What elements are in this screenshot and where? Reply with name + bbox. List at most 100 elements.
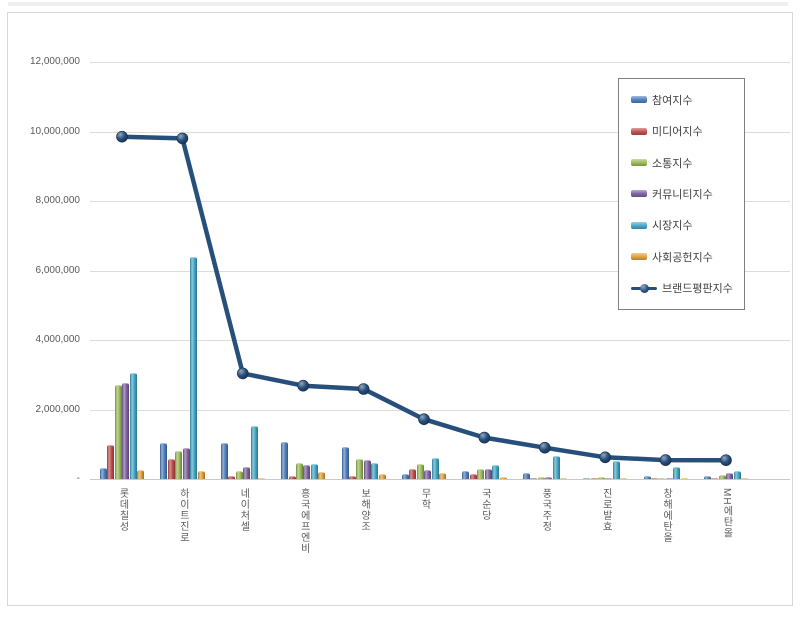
legend-swatch-bar xyxy=(631,190,647,198)
bar-5 xyxy=(612,460,620,479)
legend-item: 브랜드평판지수 xyxy=(631,280,744,296)
bar-1 xyxy=(462,471,470,479)
y-axis-tick-label: 6,000,000 xyxy=(35,264,81,276)
legend-label: 참여지수 xyxy=(652,94,693,107)
bar-2 xyxy=(409,468,417,479)
bar-2 xyxy=(107,444,115,479)
bar-4 xyxy=(545,476,552,479)
bar-1 xyxy=(281,442,289,479)
bar-1 xyxy=(522,472,530,479)
legend-label: 미디어지수 xyxy=(652,126,703,139)
bar-5 xyxy=(492,464,500,479)
bar-1 xyxy=(703,476,711,479)
legend-swatch-bar xyxy=(631,127,647,135)
legend-label: 소통지수 xyxy=(652,157,693,170)
bar-4 xyxy=(122,383,130,479)
bar-4 xyxy=(726,473,734,479)
bar-6 xyxy=(257,478,265,479)
gridline xyxy=(90,62,790,63)
bar-6 xyxy=(680,478,688,480)
bar-4 xyxy=(605,477,613,479)
bar-5 xyxy=(371,462,379,479)
bar-5 xyxy=(673,467,681,479)
bar-4 xyxy=(303,464,311,479)
bar-2 xyxy=(288,476,296,479)
bar-6 xyxy=(499,477,507,479)
bar-4 xyxy=(424,470,432,479)
legend-item: 참여지수 xyxy=(631,92,744,108)
bar-2 xyxy=(469,474,477,479)
bar-4 xyxy=(363,459,371,479)
y-axis-tick-label: - xyxy=(76,473,80,484)
x-axis-line xyxy=(90,479,790,480)
bar-1 xyxy=(643,475,651,479)
bar-6 xyxy=(378,473,386,479)
x-axis-category-label: 창해에탄올 xyxy=(660,488,672,543)
bar-1 xyxy=(99,468,107,479)
bar-5 xyxy=(552,455,560,479)
x-axis-category-label: MH에탄올 xyxy=(721,488,732,539)
bar-1 xyxy=(341,446,349,479)
legend-swatch-bar xyxy=(631,221,647,229)
x-axis-category-label: 무학 xyxy=(419,488,430,510)
legend-marker-dot xyxy=(640,283,649,293)
bar-2 xyxy=(530,477,538,479)
bar-2 xyxy=(650,478,658,480)
bar-3 xyxy=(416,463,424,479)
bar-6 xyxy=(741,478,749,480)
legend-label: 사회공헌지수 xyxy=(652,251,713,264)
bar-6 xyxy=(318,471,326,479)
bar-3 xyxy=(658,477,666,479)
legend: 참여지수 미디어지수 소통지수 커뮤니티지수 시장지수 사회공헌지수 브랜드평판지수 xyxy=(618,78,745,310)
legend-swatch-line xyxy=(631,283,657,293)
cropped-artifact-strip xyxy=(8,2,788,6)
legend-label: 시장지수 xyxy=(652,220,693,233)
legend-item: 사회공헌지수 xyxy=(631,249,744,265)
bar-4 xyxy=(243,467,250,479)
bar-3 xyxy=(598,477,605,479)
legend-item: 미디어지수 xyxy=(631,123,744,139)
bar-4 xyxy=(484,469,492,479)
x-axis-category-label: 국순당 xyxy=(479,488,491,521)
bar-5 xyxy=(310,464,318,479)
legend-label: 브랜드평판지수 xyxy=(662,283,733,296)
bar-6 xyxy=(620,478,628,480)
bar-2 xyxy=(711,478,719,479)
x-axis-category-label: 네이처셀 xyxy=(237,488,249,532)
bar-6 xyxy=(439,473,447,479)
bar-3 xyxy=(356,458,364,479)
legend-item: 시장지수 xyxy=(631,217,744,233)
x-axis-category-label: 흥국에프엔비 xyxy=(298,488,310,554)
bar-6 xyxy=(559,478,567,479)
bar-1 xyxy=(220,443,228,479)
legend-swatch-bar xyxy=(631,159,647,167)
bar-3 xyxy=(537,476,545,479)
y-axis-tick-label: 8,000,000 xyxy=(35,195,81,206)
x-axis-category-label: 보해양조 xyxy=(358,488,370,532)
bar-6 xyxy=(197,470,205,479)
x-axis-category-label: 풍국주정 xyxy=(539,488,551,532)
y-axis-tick-label: 10,000,000 xyxy=(29,125,80,137)
legend-item: 소통지수 xyxy=(631,155,744,171)
bar-4 xyxy=(665,477,673,479)
legend-swatch-bar xyxy=(631,253,647,261)
bar-3 xyxy=(175,450,183,479)
bar-5 xyxy=(733,471,741,479)
bar-2 xyxy=(228,475,236,479)
bar-3 xyxy=(718,475,726,479)
x-axis-category-label: 진로발효 xyxy=(600,488,612,532)
legend-swatch-bar xyxy=(631,96,647,104)
y-axis-tick-label: 12,000,000 xyxy=(29,56,80,67)
bar-2 xyxy=(590,478,598,479)
bar-1 xyxy=(401,474,409,479)
bar-3 xyxy=(114,384,122,479)
gridline xyxy=(90,131,790,133)
bar-2 xyxy=(167,458,175,479)
bar-3 xyxy=(477,468,485,479)
bar-4 xyxy=(182,448,190,479)
bar-6 xyxy=(137,469,145,479)
x-axis-category-label: 롯데칠성 xyxy=(117,488,128,532)
bar-1 xyxy=(160,442,168,479)
bar-5 xyxy=(129,373,137,479)
bar-3 xyxy=(296,463,303,479)
